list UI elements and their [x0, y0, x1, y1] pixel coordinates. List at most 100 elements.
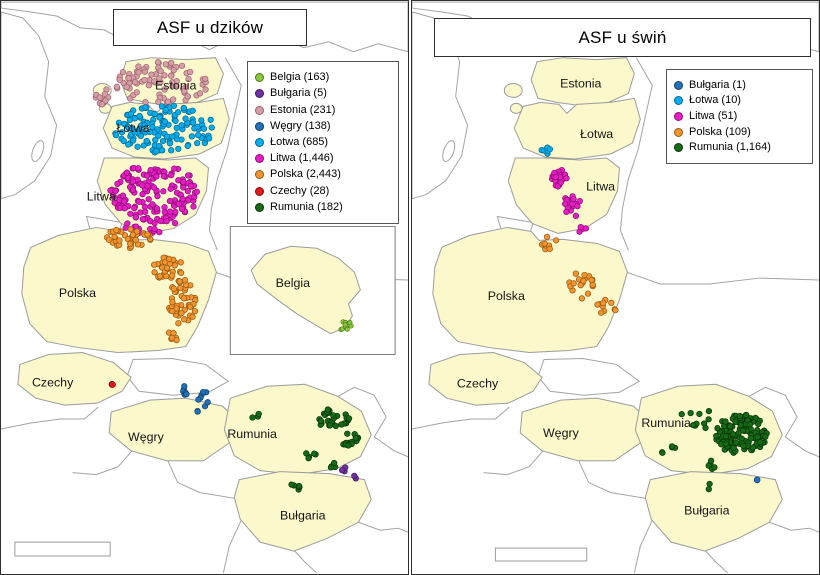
- case-dot: [178, 122, 185, 129]
- case-dot: [344, 326, 350, 332]
- case-dots-layer: [92, 59, 362, 493]
- case-dot: [170, 285, 178, 292]
- case-dot: [144, 231, 151, 238]
- case-dot: [175, 145, 182, 152]
- case-dot: [178, 309, 185, 317]
- case-dot: [177, 284, 184, 292]
- case-dot: [116, 237, 123, 244]
- case-dot: [132, 214, 139, 221]
- map-title-pigs: ASF u świń: [434, 18, 811, 57]
- case-dot: [331, 459, 338, 467]
- case-dot: [168, 172, 175, 179]
- case-dot: [135, 63, 142, 70]
- case-dot: [152, 136, 159, 144]
- case-dot: [727, 423, 734, 430]
- legend-item: Łotwa (10): [674, 95, 805, 106]
- case-dot: [345, 415, 353, 422]
- case-dot: [189, 119, 197, 126]
- case-dot: [155, 132, 162, 140]
- case-dot: [142, 208, 149, 215]
- legend-dot-icon: [674, 111, 683, 121]
- case-dot: [168, 72, 175, 79]
- case-dot: [194, 140, 201, 147]
- case-dot: [124, 123, 132, 130]
- legend-dot-icon: [255, 170, 264, 180]
- case-dot: [175, 201, 182, 208]
- case-dot: [156, 114, 163, 121]
- case-dot: [546, 146, 554, 153]
- case-dot: [305, 455, 312, 462]
- case-dot: [165, 255, 173, 263]
- case-dot: [153, 205, 161, 212]
- case-dot: [168, 59, 175, 67]
- case-dot: [311, 450, 318, 457]
- case-dot: [151, 225, 158, 233]
- country-label: Litwa: [586, 180, 615, 194]
- case-dot: [180, 104, 187, 112]
- case-dot: [159, 137, 167, 145]
- case-dot: [148, 71, 155, 78]
- case-dot: [123, 83, 130, 91]
- case-dot: [151, 78, 158, 85]
- legend-pigs: Bułgaria (1) Łotwa (10) Litwa (51) Polska (…: [666, 69, 813, 164]
- case-dot: [746, 421, 753, 428]
- legend-item: Rumunia (182): [255, 201, 391, 213]
- case-dot: [139, 182, 146, 189]
- country-label: Litwa: [87, 190, 116, 204]
- case-dot: [706, 480, 713, 488]
- case-dot: [119, 192, 127, 199]
- legend-dot-icon: [255, 89, 264, 99]
- case-dot: [200, 125, 208, 132]
- case-dot: [181, 316, 188, 323]
- case-dot: [153, 148, 160, 155]
- legend-item: Rumunia (1,164): [674, 142, 805, 153]
- case-dot: [161, 118, 169, 125]
- case-dot: [249, 414, 256, 421]
- case-dot: [189, 313, 196, 320]
- legend-dot-icon: [255, 202, 264, 212]
- case-dot: [344, 430, 351, 437]
- case-dot: [161, 204, 168, 211]
- case-dot: [743, 411, 750, 419]
- case-dot: [580, 277, 587, 285]
- country-label: Belgia: [276, 276, 311, 290]
- case-dot: [139, 191, 146, 198]
- case-dot: [96, 94, 103, 101]
- case-dot: [161, 86, 168, 93]
- case-dot: [167, 208, 174, 215]
- case-dot: [166, 140, 174, 147]
- legend-dot-icon: [674, 80, 683, 90]
- legend-item: Bułgaria (1): [674, 79, 805, 91]
- case-dot: [116, 76, 123, 83]
- legend-dot-icon: [674, 96, 683, 106]
- case-dot: [177, 259, 184, 266]
- case-dot: [714, 425, 721, 432]
- case-dot: [581, 271, 588, 279]
- panel-wild-boars: Estonia Łotwa Litwa Polska Czechy Węgry Rumuni…: [0, 0, 409, 575]
- case-dot: [157, 67, 164, 75]
- case-dot: [169, 79, 176, 86]
- case-dot: [729, 431, 737, 438]
- case-dot: [157, 217, 164, 225]
- legend-dot-icon: [255, 121, 264, 131]
- legend-label: Belgia (163): [270, 71, 330, 84]
- case-dot: [143, 172, 151, 179]
- case-dot: [123, 169, 131, 176]
- case-dot: [156, 228, 163, 236]
- legend-dot-icon: [255, 137, 264, 147]
- case-dot: [158, 103, 166, 110]
- legend-item: Belgia (163): [255, 72, 391, 83]
- case-dot: [131, 129, 138, 136]
- case-dot: [582, 225, 590, 232]
- case-dot: [170, 96, 177, 103]
- map-title-text: ASF u dzików: [156, 17, 264, 37]
- case-dot: [351, 472, 358, 480]
- case-dot: [732, 418, 739, 426]
- case-dot: [737, 422, 744, 429]
- case-dot: [136, 112, 143, 120]
- case-dot: [151, 220, 158, 227]
- case-dot: [584, 290, 592, 297]
- case-dot: [163, 133, 171, 140]
- case-dot: [169, 272, 176, 279]
- case-dot: [707, 457, 715, 464]
